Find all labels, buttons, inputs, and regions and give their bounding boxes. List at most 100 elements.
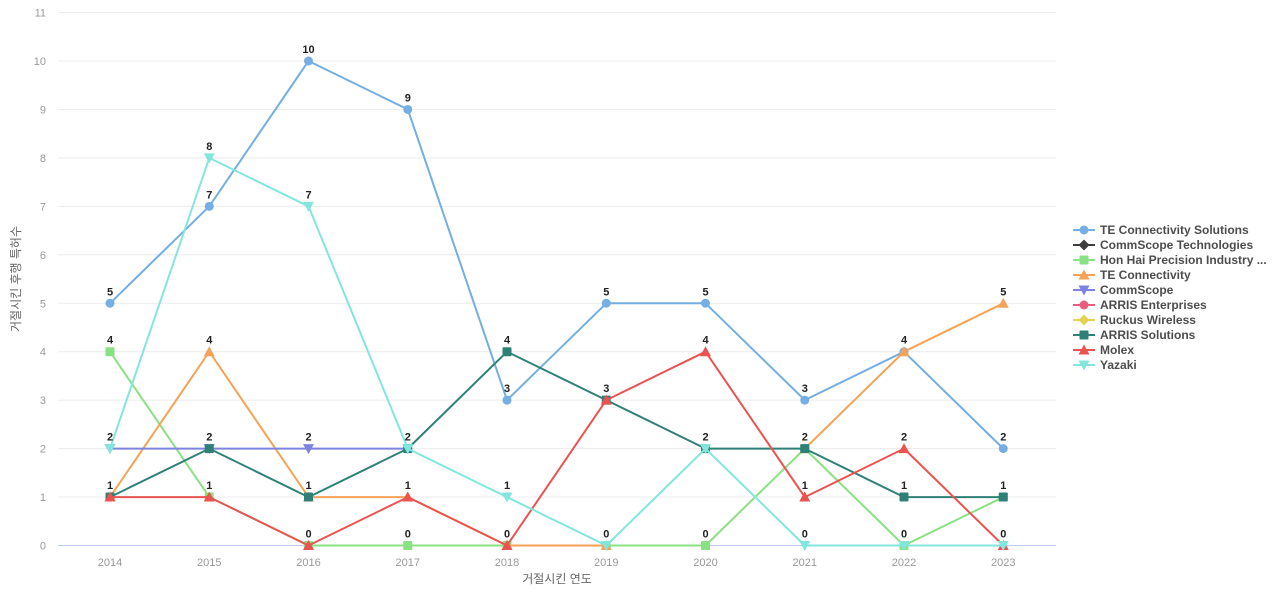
data-point-marker <box>898 346 910 357</box>
legend-label: Yazaki <box>1100 358 1137 372</box>
point-value-label: 4 <box>901 335 908 347</box>
x-tick-label: 2018 <box>495 557 519 569</box>
legend-label: TE Connectivity Solutions <box>1100 223 1249 237</box>
point-value-label: 8 <box>206 141 212 153</box>
legend-triangle-down-icon <box>1078 285 1090 296</box>
series-line <box>109 302 1005 547</box>
point-value-label: 2 <box>405 432 411 444</box>
data-point-marker <box>402 444 414 455</box>
y-tick-label: 4 <box>40 347 46 359</box>
point-value-label: 2 <box>305 432 311 444</box>
data-point-marker <box>898 443 910 454</box>
y-tick-label: 3 <box>40 395 46 407</box>
legend-item-commscope-technologies[interactable]: CommScope Technologies <box>1073 238 1253 252</box>
legend-label: Ruckus Wireless <box>1100 313 1196 327</box>
legend-item-yazaki[interactable]: Yazaki <box>1073 358 1137 372</box>
y-tick-label: 6 <box>40 250 46 262</box>
data-point-marker <box>800 444 810 454</box>
point-value-label: 9 <box>405 92 411 104</box>
data-point-marker <box>204 444 214 454</box>
legend-item-molex[interactable]: Molex <box>1073 343 1134 357</box>
legend-item-te-connectivity-solutions[interactable]: TE Connectivity Solutions <box>1073 223 1249 237</box>
x-tick-label: 2015 <box>197 557 221 569</box>
legend-item-arris-enterprises[interactable]: ARRIS Enterprises <box>1073 298 1207 312</box>
data-point-marker <box>601 298 611 308</box>
data-point-marker <box>304 56 313 66</box>
point-value-label: 4 <box>504 335 511 347</box>
point-value-label: 0 <box>504 529 510 541</box>
point-value-label: 7 <box>206 189 212 201</box>
data-point-marker <box>600 541 612 551</box>
data-point-marker <box>105 298 115 308</box>
legend-item-te-connectivity[interactable]: TE Connectivity <box>1073 268 1191 282</box>
point-value-label: 1 <box>504 480 510 492</box>
data-point-marker <box>304 492 313 502</box>
point-value-label: 5 <box>702 286 708 298</box>
x-tick-label: 2022 <box>892 557 916 569</box>
legend-item-hon-hai-precision-industry[interactable]: Hon Hai Precision Industry ... <box>1073 253 1267 267</box>
legend-circle-icon <box>1079 225 1089 235</box>
point-value-label: 1 <box>802 480 808 492</box>
data-point-marker <box>501 492 513 503</box>
point-value-label: 10 <box>302 44 314 56</box>
point-value-label: 2 <box>901 432 907 444</box>
data-point-marker <box>104 491 116 502</box>
x-tick-label: 2019 <box>594 557 618 569</box>
series-line <box>109 350 1005 547</box>
data-point-marker <box>203 153 215 164</box>
series-yazaki <box>104 153 1009 551</box>
data-point-marker <box>303 201 314 212</box>
series-te-connectivity-solutions <box>105 56 1008 454</box>
data-point-marker <box>600 394 612 405</box>
data-point-marker <box>501 540 513 550</box>
y-tick-label: 11 <box>35 8 46 20</box>
point-value-label: 0 <box>603 529 609 541</box>
y-axis-title: 거절시킨 후행 특허수 <box>8 226 23 332</box>
legend-square-icon <box>1079 255 1089 265</box>
data-point-marker <box>998 492 1008 502</box>
legend-item-commscope[interactable]: CommScope <box>1073 283 1174 297</box>
legend-label: Hon Hai Precision Industry ... <box>1100 253 1267 267</box>
data-point-marker <box>701 541 710 550</box>
legend-label: ARRIS Enterprises <box>1100 298 1207 312</box>
x-tick-label: 2017 <box>396 557 420 569</box>
point-value-label: 1 <box>405 480 411 492</box>
point-value-label: 1 <box>901 480 907 492</box>
point-value-label: 4 <box>702 335 709 347</box>
data-point-marker <box>402 491 414 502</box>
series-line <box>109 156 1005 547</box>
data-point-marker <box>403 104 413 114</box>
legend-triangle-icon <box>1078 344 1090 355</box>
series-commscope <box>104 444 414 455</box>
y-tick-label: 5 <box>40 298 46 310</box>
point-value-label: 3 <box>802 383 808 395</box>
x-tick-label: 2014 <box>98 557 122 569</box>
point-value-label: 0 <box>305 529 311 541</box>
point-value-label: 2 <box>802 432 808 444</box>
point-value-label: 0 <box>702 529 708 541</box>
point-value-label: 1 <box>206 480 212 492</box>
series-line <box>109 350 1005 499</box>
point-value-label: 7 <box>305 189 311 201</box>
point-value-label: 1 <box>1000 480 1006 492</box>
data-point-marker <box>403 541 413 550</box>
data-point-marker <box>998 444 1008 454</box>
data-point-marker <box>105 347 115 357</box>
legend-item-arris-solutions[interactable]: ARRIS Solutions <box>1073 328 1196 342</box>
point-value-label: 0 <box>1000 529 1006 541</box>
legend-triangle-down-icon <box>1078 360 1090 371</box>
point-value-label: 5 <box>1000 286 1006 298</box>
data-point-marker <box>997 541 1009 551</box>
data-point-marker <box>303 540 314 550</box>
point-value-label: 2 <box>107 432 113 444</box>
legend-diamond-icon <box>1078 239 1090 251</box>
x-tick-label: 2023 <box>991 557 1015 569</box>
legend-item-ruckus-wireless[interactable]: Ruckus Wireless <box>1073 313 1196 327</box>
x-tick-label: 2020 <box>693 557 717 569</box>
data-point-marker <box>899 492 909 502</box>
point-value-label: 5 <box>603 286 609 298</box>
